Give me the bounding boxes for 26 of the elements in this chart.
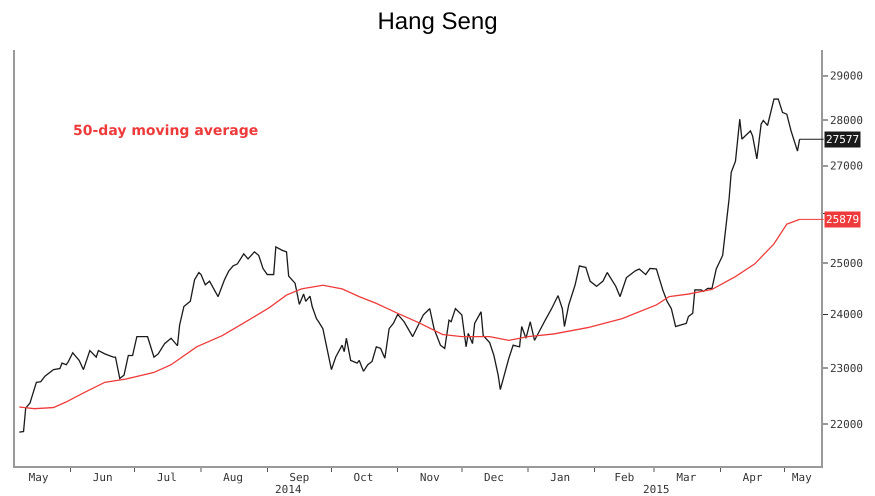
x-tick-label: May bbox=[28, 470, 49, 484]
y-tick-label: 29000 bbox=[830, 70, 864, 83]
y-tick-label: 24000 bbox=[830, 308, 864, 322]
x-tick-label: Jan bbox=[550, 470, 570, 484]
y-tick-label: 25000 bbox=[830, 256, 864, 270]
x-tick-label: Oct bbox=[354, 470, 374, 484]
x-tick-label: Nov bbox=[420, 470, 440, 484]
y-tick-label: 22000 bbox=[830, 418, 864, 431]
text: 2014 bbox=[275, 483, 302, 496]
x-tick-label: Apr bbox=[742, 470, 763, 484]
y-tick-label: 28000 bbox=[830, 114, 864, 127]
text: 50-day moving average bbox=[73, 123, 258, 139]
chart-title: Hang Seng bbox=[377, 8, 498, 36]
y-tick-label: 23000 bbox=[830, 362, 864, 375]
x-tick-label: Mar bbox=[676, 470, 697, 484]
annotation: 27577 bbox=[826, 133, 860, 146]
x-tick-label: Dec bbox=[484, 470, 504, 484]
y-tick-label: 27000 bbox=[830, 160, 864, 173]
x-tick-label: May bbox=[792, 470, 812, 484]
x-tick-label: Jul bbox=[156, 470, 177, 484]
x-tick-label: Jun bbox=[92, 470, 113, 484]
x-tick-label: Aug bbox=[223, 470, 244, 484]
x-tick-label: Feb bbox=[614, 470, 634, 484]
annotation: 25879 bbox=[826, 213, 860, 226]
x-tick-label: Sep bbox=[289, 470, 310, 484]
text: 2015 bbox=[643, 483, 670, 496]
